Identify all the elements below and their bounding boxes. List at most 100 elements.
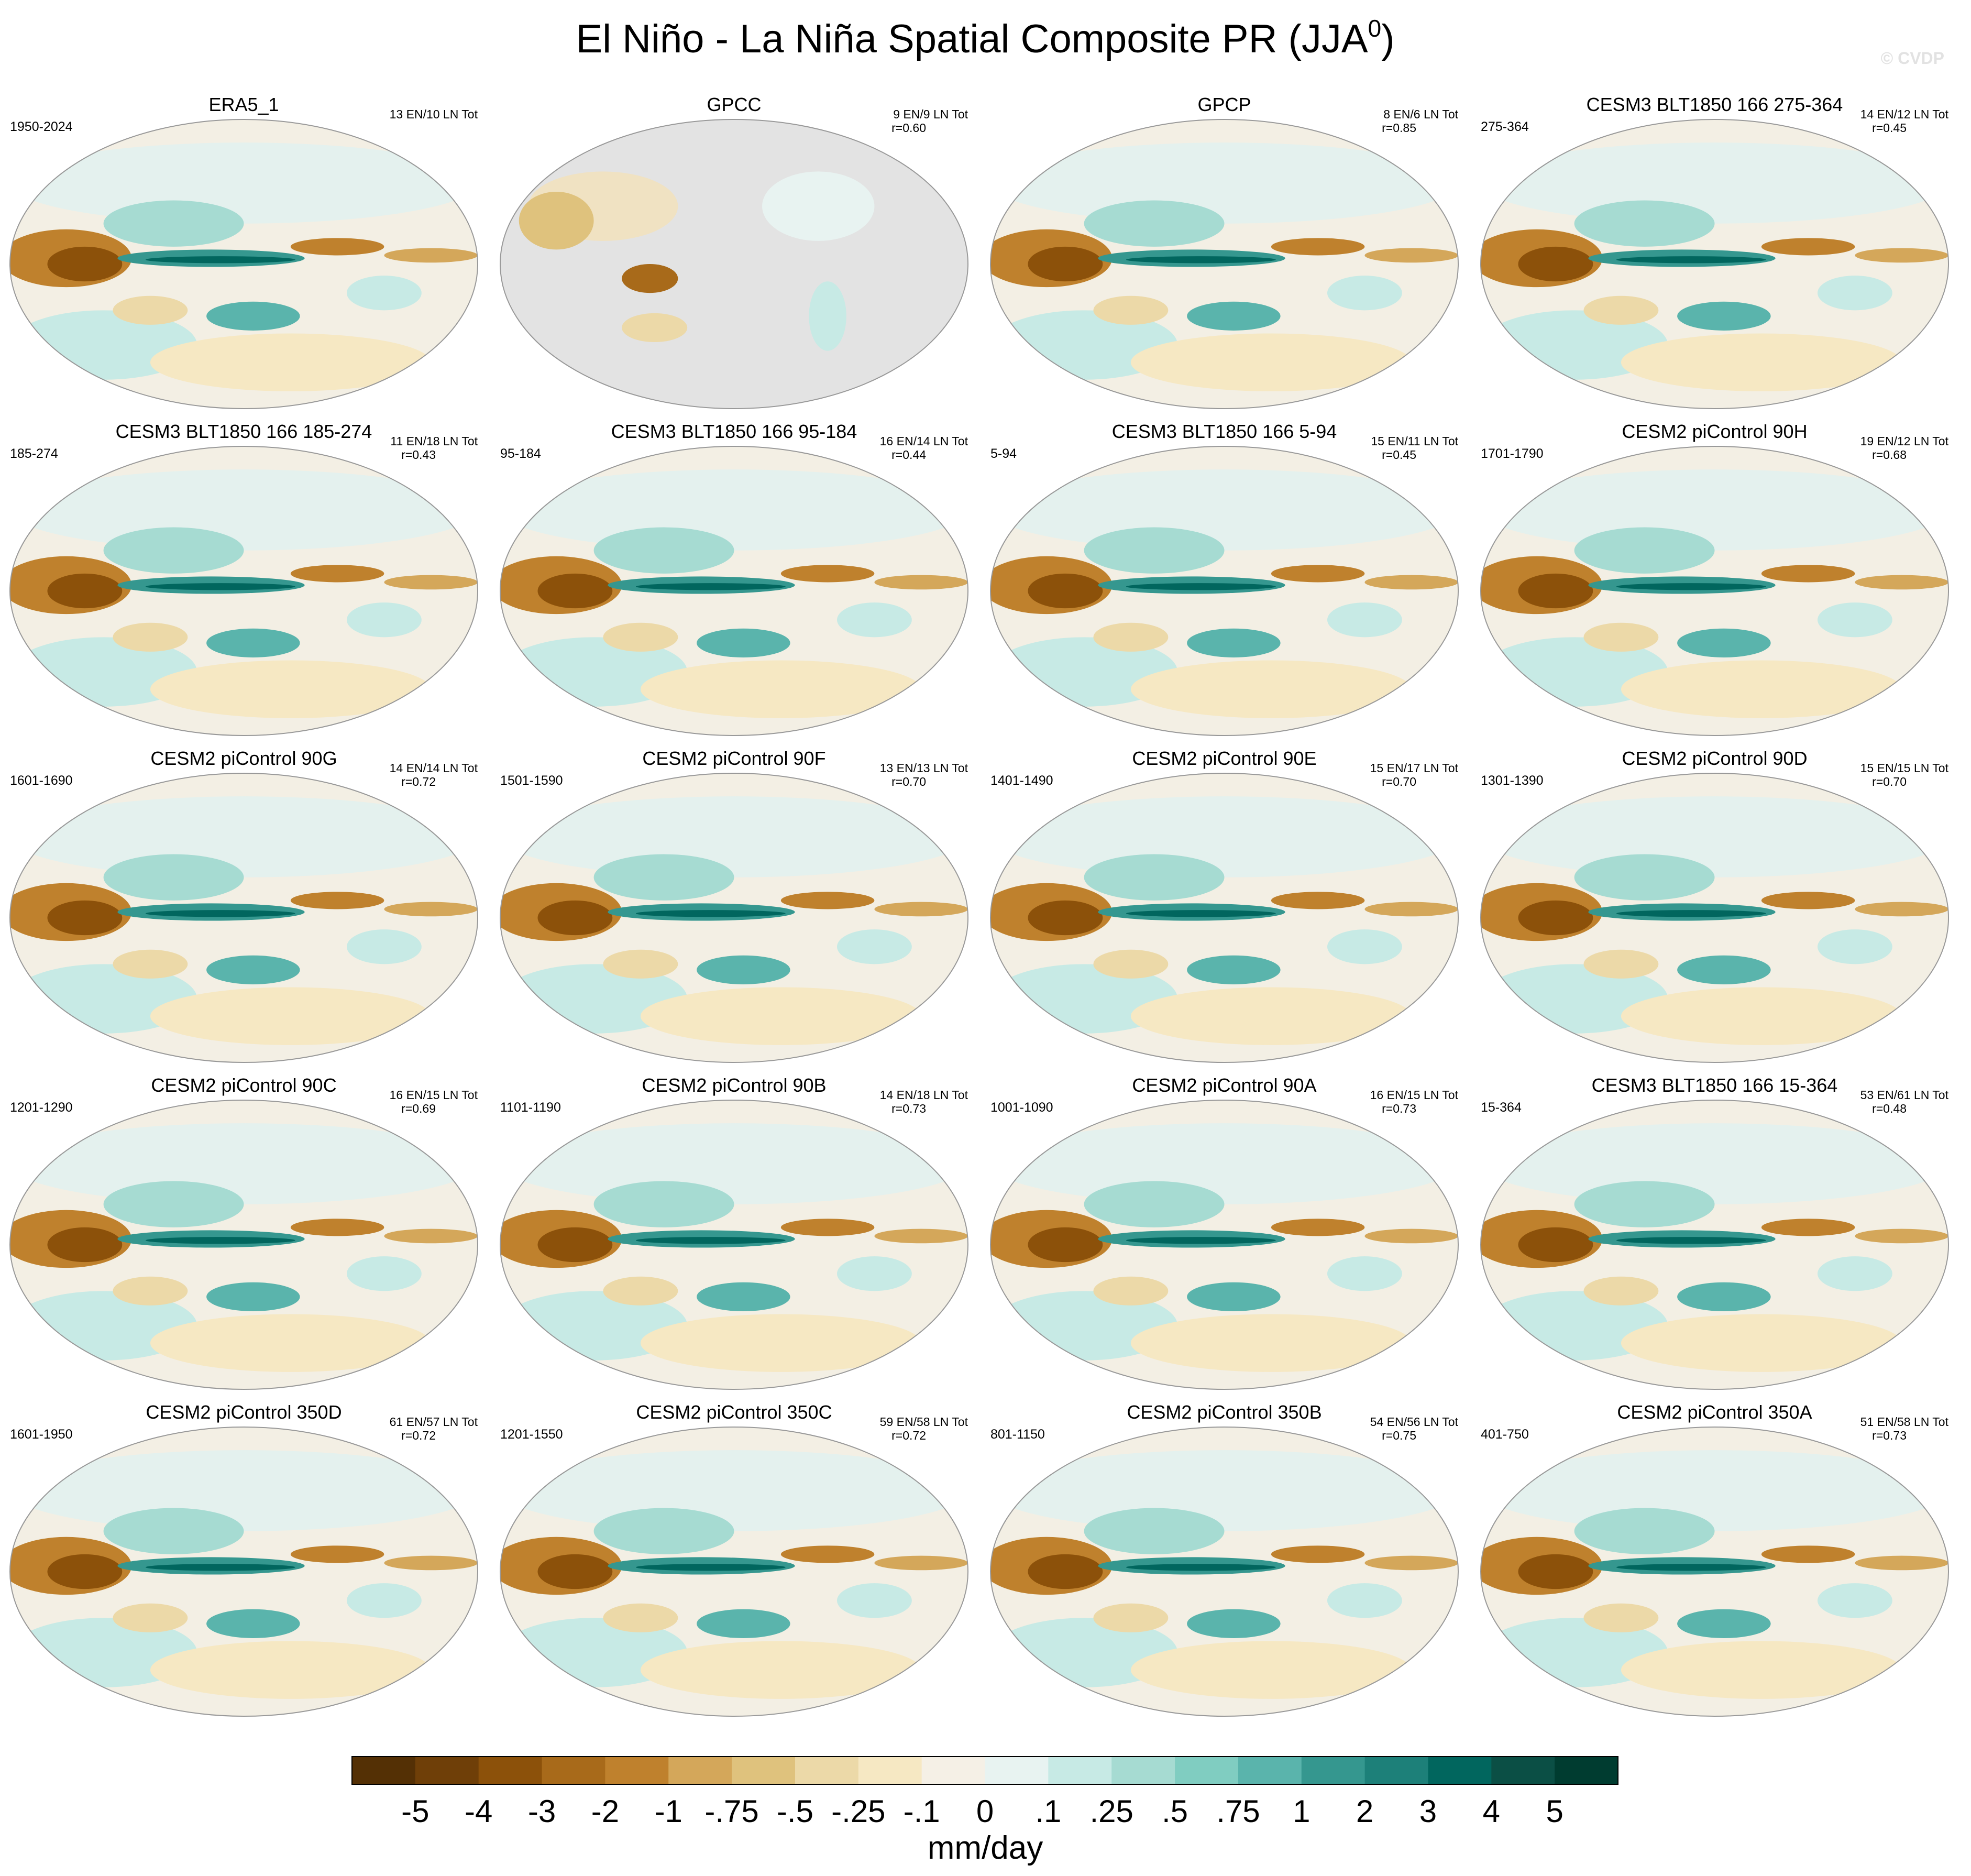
map-panel: ERA5_1 1950-2024 13 EN/10 LN Tot	[9, 94, 478, 409]
panel-period: 1201-1550	[500, 1427, 563, 1442]
panel-stats: 19 EN/12 LN Tot	[1860, 434, 1949, 448]
panel-stats: r=0.48	[1872, 1102, 1907, 1115]
panel-stats: r=0.73	[1872, 1429, 1907, 1442]
map-outline	[9, 1427, 478, 1717]
panel-period: 275-364	[1481, 119, 1529, 134]
colorbar-box	[1491, 1757, 1555, 1784]
panel-stats: r=0.45	[1382, 448, 1416, 462]
map-panel: CESM3 BLT1850 166 275-364 275-364 14 EN/12…	[1480, 94, 1949, 409]
map-field	[1481, 1100, 1948, 1389]
map-outline	[990, 119, 1459, 409]
map-field	[1481, 446, 1948, 736]
panel-stats: 16 EN/14 LN Tot	[880, 434, 968, 448]
map-panel: CESM2 piControl 90D 1301-1390 15 EN/15 LN …	[1480, 748, 1949, 1063]
colorbar-label: -3	[528, 1794, 556, 1829]
figure-title: El Niño - La Niña Spatial Composite PR (…	[576, 15, 1394, 61]
map-outline	[500, 119, 968, 409]
panel-stats: 15 EN/11 LN Tot	[1371, 434, 1458, 448]
colorbar-label: 0	[976, 1794, 994, 1829]
map-field	[990, 1100, 1458, 1389]
colorbar-label: .5	[1162, 1794, 1188, 1829]
colorbar-label: 3	[1419, 1794, 1437, 1829]
panel-title: GPCC	[707, 94, 761, 115]
panel-title: GPCP	[1197, 94, 1251, 115]
map-panel: CESM2 piControl 90B 1101-1190 14 EN/18 LN …	[500, 1074, 968, 1390]
map-field	[1481, 773, 1948, 1062]
map-outline	[9, 119, 478, 409]
colorbar-box	[1364, 1757, 1428, 1784]
panel-stats: 13 EN/10 LN Tot	[390, 107, 478, 121]
colorbar-label: .1	[1035, 1794, 1061, 1829]
panel-period: 1701-1790	[1481, 446, 1544, 461]
panel-period: 1601-1950	[10, 1427, 73, 1442]
colorbar-box	[352, 1757, 416, 1784]
colorbar-label: .25	[1089, 1794, 1133, 1829]
map-outline	[1480, 773, 1949, 1063]
panel-stats: r=0.72	[891, 1429, 926, 1442]
colorbar-box	[542, 1757, 605, 1784]
colorbar-label: -.5	[777, 1794, 813, 1829]
panel-stats: r=0.60	[891, 121, 926, 135]
panel-period: 401-750	[1481, 1427, 1529, 1442]
colorbar-box	[668, 1757, 732, 1784]
map-field	[500, 446, 968, 736]
panel-stats: r=0.72	[401, 775, 436, 788]
panel-title: CESM2 piControl 350A	[1617, 1401, 1812, 1423]
map-field	[10, 119, 478, 409]
colorbar-label: 4	[1483, 1794, 1500, 1829]
panel-period: 1601-1690	[10, 773, 73, 788]
panel-stats: r=0.45	[1872, 121, 1907, 135]
panel-title: CESM3 BLT1850 166 95-184	[611, 421, 857, 442]
colorbar-box	[921, 1757, 985, 1784]
colorbar-box	[1238, 1757, 1302, 1784]
colorbar-box	[795, 1757, 859, 1784]
panel-stats: r=0.68	[1872, 448, 1907, 462]
panel-stats: 14 EN/12 LN Tot	[1860, 107, 1949, 121]
map-field	[500, 773, 968, 1062]
colorbar-label: -.75	[704, 1794, 758, 1829]
map-outline	[990, 446, 1459, 736]
colorbar-label: 5	[1546, 1794, 1563, 1829]
map-field	[1481, 119, 1948, 409]
panel-stats: 59 EN/58 LN Tot	[880, 1415, 968, 1429]
colorbar-box	[1048, 1757, 1112, 1784]
panel-stats: r=0.85	[1382, 121, 1416, 135]
panel-period: 1101-1190	[500, 1100, 561, 1115]
panel-period: 1501-1590	[500, 773, 563, 788]
panel-stats: 53 EN/61 LN Tot	[1860, 1088, 1949, 1102]
map-field	[10, 773, 478, 1062]
map-field	[990, 1427, 1458, 1716]
panel-title: CESM3 BLT1850 166 15-364	[1592, 1074, 1838, 1096]
map-panel: CESM2 piControl 90F 1501-1590 13 EN/13 LN …	[500, 748, 968, 1063]
panel-title: CESM2 piControl 90A	[1132, 1074, 1316, 1096]
panel-stats: 15 EN/17 LN Tot	[1370, 761, 1459, 775]
map-outline	[990, 1427, 1459, 1717]
panel-title: CESM2 piControl 90E	[1132, 748, 1316, 769]
panel-stats: 54 EN/56 LN Tot	[1370, 1415, 1459, 1429]
colorbar-label: .75	[1216, 1794, 1260, 1829]
map-outline	[9, 773, 478, 1063]
colorbar-label: -4	[465, 1794, 492, 1829]
map-outline	[500, 446, 968, 736]
panel-stats: r=0.70	[1382, 775, 1416, 788]
panel-title: CESM2 piControl 350D	[146, 1401, 342, 1423]
map-field	[990, 119, 1458, 409]
panel-stats: 16 EN/15 LN Tot	[1370, 1088, 1459, 1102]
colorbar-box	[478, 1757, 543, 1784]
panel-period: 1950-2024	[10, 119, 73, 134]
panel-stats: r=0.70	[1872, 775, 1907, 788]
panel-period: 1301-1390	[1481, 773, 1544, 788]
panel-title: CESM2 piControl 90B	[642, 1074, 826, 1096]
map-field	[500, 1100, 968, 1389]
panel-period: 185-274	[10, 446, 58, 461]
colorbar-label: -1	[655, 1794, 682, 1829]
panel-title: CESM2 piControl 90G	[150, 748, 337, 769]
panel-stats: 13 EN/13 LN Tot	[880, 761, 968, 775]
map-outline	[500, 773, 968, 1063]
map-outline	[1480, 1427, 1949, 1717]
colorbar-box	[858, 1757, 922, 1784]
map-panel: CESM2 piControl 90G 1601-1690 14 EN/14 LN …	[9, 748, 478, 1063]
panel-stats: 14 EN/14 LN Tot	[390, 761, 478, 775]
map-outline	[990, 1100, 1459, 1390]
